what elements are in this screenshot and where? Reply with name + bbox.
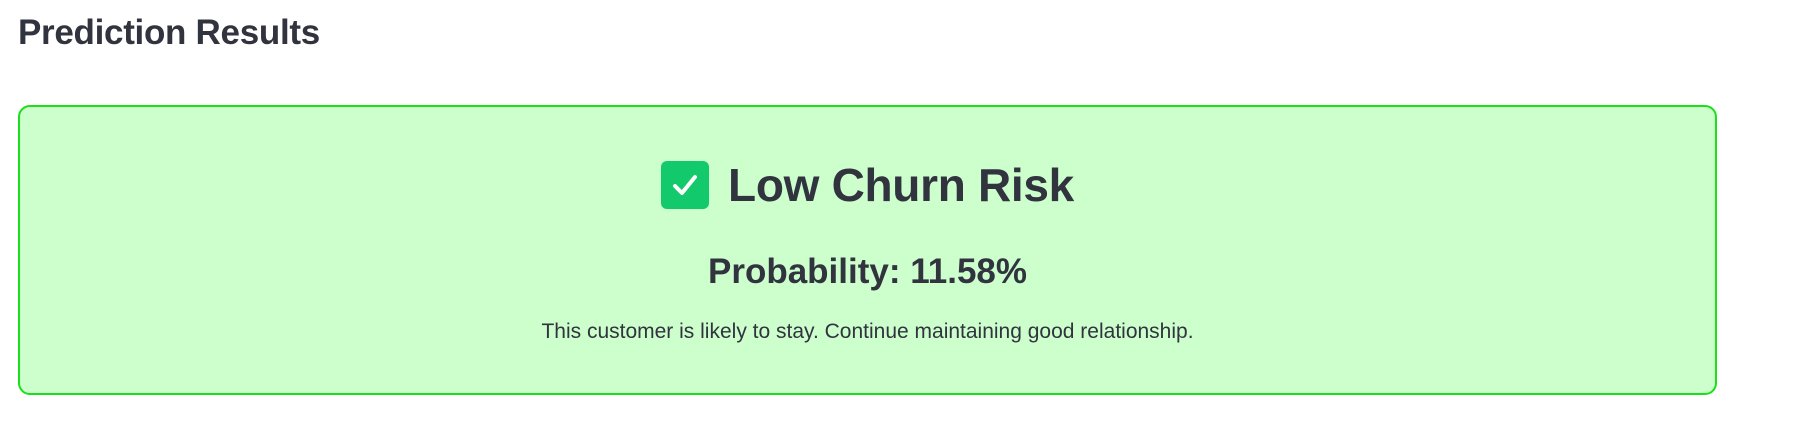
prediction-result-card: Low Churn Risk Probability: 11.58% This … <box>18 105 1717 395</box>
risk-label: Low Churn Risk <box>728 159 1074 211</box>
result-message: This customer is likely to stay. Continu… <box>541 320 1194 343</box>
section-title: Prediction Results <box>18 13 320 52</box>
probability-text: Probability: 11.58% <box>707 252 1028 291</box>
checkmark-icon <box>661 161 710 209</box>
risk-heading: Low Churn Risk <box>20 157 1715 213</box>
